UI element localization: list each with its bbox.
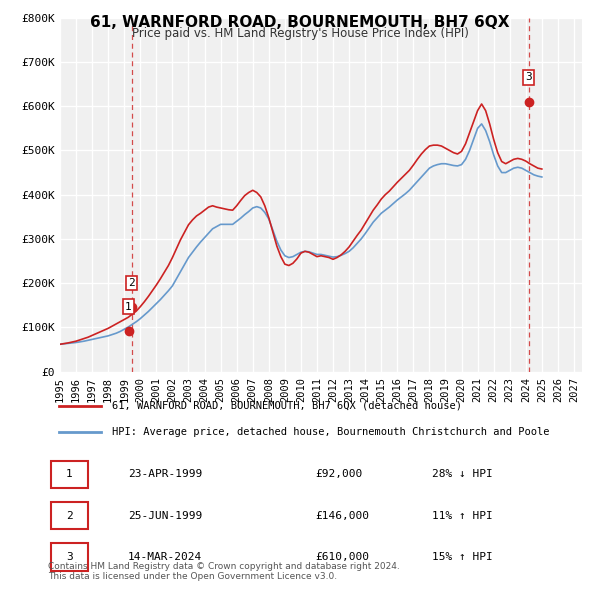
Text: 25-JUN-1999: 25-JUN-1999 <box>128 511 202 520</box>
Text: Price paid vs. HM Land Registry's House Price Index (HPI): Price paid vs. HM Land Registry's House … <box>131 27 469 40</box>
Text: £92,000: £92,000 <box>315 470 362 479</box>
Text: 61, WARNFORD ROAD, BOURNEMOUTH, BH7 6QX (detached house): 61, WARNFORD ROAD, BOURNEMOUTH, BH7 6QX … <box>112 401 462 411</box>
Text: Contains HM Land Registry data © Crown copyright and database right 2024.
This d: Contains HM Land Registry data © Crown c… <box>48 562 400 581</box>
Text: HPI: Average price, detached house, Bournemouth Christchurch and Poole: HPI: Average price, detached house, Bour… <box>112 427 550 437</box>
Text: 1: 1 <box>66 470 73 479</box>
FancyBboxPatch shape <box>50 543 88 571</box>
Text: 2: 2 <box>128 278 134 288</box>
Text: 11% ↑ HPI: 11% ↑ HPI <box>433 511 493 520</box>
Text: 61, WARNFORD ROAD, BOURNEMOUTH, BH7 6QX: 61, WARNFORD ROAD, BOURNEMOUTH, BH7 6QX <box>90 15 510 30</box>
Text: £610,000: £610,000 <box>315 552 369 562</box>
Text: 14-MAR-2024: 14-MAR-2024 <box>128 552 202 562</box>
FancyBboxPatch shape <box>50 502 88 529</box>
Text: 1: 1 <box>125 301 132 312</box>
FancyBboxPatch shape <box>50 461 88 488</box>
Text: 3: 3 <box>66 552 73 562</box>
Text: 23-APR-1999: 23-APR-1999 <box>128 470 202 479</box>
Text: 15% ↑ HPI: 15% ↑ HPI <box>433 552 493 562</box>
Text: £146,000: £146,000 <box>315 511 369 520</box>
Text: 28% ↓ HPI: 28% ↓ HPI <box>433 470 493 479</box>
Text: 3: 3 <box>525 73 532 83</box>
Text: 2: 2 <box>66 511 73 520</box>
